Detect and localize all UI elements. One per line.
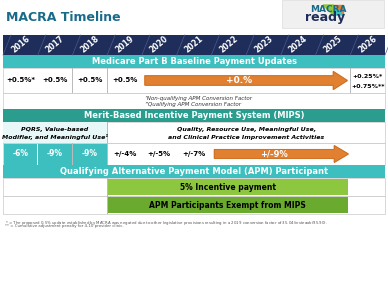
Text: +0.5%*: +0.5%* bbox=[6, 77, 35, 83]
Bar bbox=[107, 122, 108, 143]
Text: +/-5%: +/-5% bbox=[148, 151, 171, 157]
Bar bbox=[3, 35, 385, 55]
Text: Qualifying Alternative Payment Model (APM) Participant: Qualifying Alternative Payment Model (AP… bbox=[60, 167, 328, 176]
Polygon shape bbox=[145, 71, 347, 89]
Text: 2022: 2022 bbox=[218, 34, 240, 54]
Bar bbox=[3, 122, 107, 143]
Text: MACRA Timeline: MACRA Timeline bbox=[6, 11, 121, 24]
Text: MACRA: MACRA bbox=[310, 4, 346, 14]
Text: 2025: 2025 bbox=[322, 34, 344, 54]
Bar bbox=[3, 165, 385, 178]
Polygon shape bbox=[323, 5, 333, 15]
Text: +/-9%: +/-9% bbox=[260, 149, 288, 158]
Bar bbox=[3, 122, 385, 143]
Text: 2018: 2018 bbox=[79, 34, 101, 54]
Text: 2020: 2020 bbox=[148, 34, 170, 54]
Bar bbox=[3, 68, 385, 93]
Polygon shape bbox=[333, 5, 343, 15]
Text: 2026: 2026 bbox=[357, 34, 379, 54]
Text: -9%: -9% bbox=[47, 149, 63, 158]
Bar bbox=[107, 68, 108, 93]
Text: * = The proposed 0.5% update established by MACRA was negated due to other legis: * = The proposed 0.5% update established… bbox=[5, 219, 328, 227]
Polygon shape bbox=[214, 146, 348, 162]
Text: +/-7%: +/-7% bbox=[182, 151, 206, 157]
Text: +0.5%: +0.5% bbox=[42, 77, 68, 83]
Bar bbox=[38, 143, 72, 164]
Text: Medicare Part B Baseline Payment Updates: Medicare Part B Baseline Payment Updates bbox=[92, 57, 296, 66]
Text: Quality, Resource Use, Meaningful Use,: Quality, Resource Use, Meaningful Use, bbox=[177, 127, 316, 132]
Bar bbox=[3, 93, 385, 109]
Bar bbox=[73, 143, 107, 164]
Text: 2024: 2024 bbox=[287, 34, 309, 54]
Text: ready: ready bbox=[305, 11, 345, 25]
Bar bbox=[108, 179, 348, 195]
Text: 2016: 2016 bbox=[9, 34, 31, 54]
Text: +0.5%: +0.5% bbox=[77, 77, 102, 83]
Text: +0.5%: +0.5% bbox=[112, 77, 137, 83]
Text: 5% Incentive payment: 5% Incentive payment bbox=[180, 182, 276, 191]
Bar bbox=[3, 178, 385, 196]
Text: +0.25%*: +0.25%* bbox=[353, 74, 383, 79]
Text: +0.%: +0.% bbox=[226, 76, 252, 85]
Text: +/-4%: +/-4% bbox=[113, 151, 136, 157]
Bar bbox=[3, 109, 385, 122]
Bar bbox=[3, 143, 37, 164]
Text: 2021: 2021 bbox=[183, 34, 205, 54]
Text: 2017: 2017 bbox=[44, 34, 66, 54]
Bar bbox=[107, 196, 108, 214]
Text: ”Qualifying APM Conversion Factor: ”Qualifying APM Conversion Factor bbox=[145, 102, 241, 107]
Bar bbox=[107, 143, 108, 165]
Text: ** = Cumulative adjustment penalty for 4-10 provider clinic.: ** = Cumulative adjustment penalty for 4… bbox=[5, 224, 124, 228]
Text: APM Participants Exempt from MIPS: APM Participants Exempt from MIPS bbox=[149, 200, 306, 209]
Text: 2019: 2019 bbox=[114, 34, 135, 54]
Text: 2023: 2023 bbox=[253, 34, 274, 54]
Bar bbox=[107, 178, 108, 196]
Text: +0.75%**: +0.75%** bbox=[351, 83, 385, 88]
Text: ’Non-qualifying APM Conversion Factor: ’Non-qualifying APM Conversion Factor bbox=[145, 96, 252, 100]
Polygon shape bbox=[333, 5, 343, 15]
Text: Modifier, and Meaningful Use¹: Modifier, and Meaningful Use¹ bbox=[2, 134, 108, 140]
Text: and Clinical Practice Improvement Activities: and Clinical Practice Improvement Activi… bbox=[168, 135, 324, 140]
Text: -6%: -6% bbox=[12, 149, 28, 158]
Bar bbox=[3, 55, 385, 68]
Bar bbox=[3, 196, 385, 214]
Bar bbox=[3, 143, 385, 165]
Bar bbox=[282, 0, 384, 28]
Bar bbox=[108, 197, 348, 213]
Text: -9%: -9% bbox=[82, 149, 98, 158]
Text: Merit-Based Incentive Payment System (MIPS): Merit-Based Incentive Payment System (MI… bbox=[84, 111, 304, 120]
Bar bbox=[350, 68, 351, 93]
Text: PQRS, Value-based: PQRS, Value-based bbox=[21, 127, 89, 132]
